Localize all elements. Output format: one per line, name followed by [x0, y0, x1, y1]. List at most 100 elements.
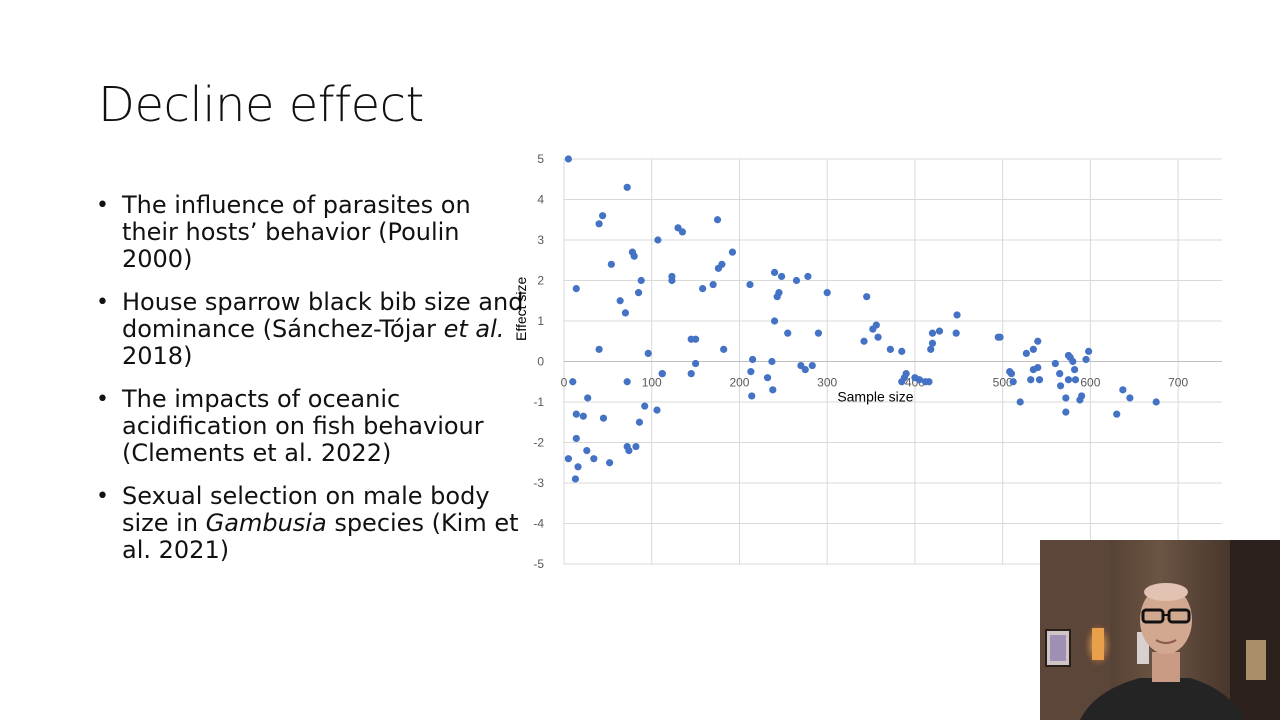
data-point: [886, 345, 894, 353]
data-point: [584, 394, 592, 402]
data-point: [623, 378, 631, 386]
data-point: [768, 357, 776, 366]
data-point: [644, 349, 652, 357]
x-axis-title: Sample size: [837, 389, 913, 405]
slide-title: Decline effect: [98, 77, 424, 133]
data-point: [668, 276, 676, 285]
data-point: [928, 339, 937, 347]
data-point: [935, 327, 944, 335]
y-tick-label: 0: [537, 355, 544, 369]
data-point: [569, 378, 577, 386]
data-point: [621, 309, 630, 317]
bullet-dot-icon: •: [96, 290, 109, 315]
data-point: [860, 337, 868, 345]
data-point: [625, 447, 633, 455]
data-point: [1069, 357, 1077, 366]
data-point: [572, 410, 580, 418]
bullet-item: • Sexual selection on male body size in G…: [96, 483, 526, 564]
y-tick-label: 1: [537, 314, 544, 328]
bullet-text: House sparrow black bib size and dominan…: [122, 288, 524, 343]
data-point: [784, 329, 792, 337]
data-point: [814, 329, 823, 337]
presenter-video-icon: [1040, 540, 1280, 720]
bullet-item: • House sparrow black bib size and domina…: [96, 289, 526, 370]
data-point: [658, 370, 666, 378]
data-point: [637, 276, 645, 285]
data-point: [823, 289, 831, 297]
data-point: [692, 359, 700, 368]
data-point: [749, 355, 757, 364]
data-point: [571, 475, 580, 483]
data-point: [583, 447, 591, 455]
x-tick-label: 100: [642, 376, 662, 390]
data-point: [632, 442, 640, 451]
bullet-dot-icon: •: [96, 484, 109, 509]
data-point: [1064, 376, 1073, 384]
data-point: [1113, 410, 1121, 418]
data-point: [714, 264, 723, 272]
data-point: [770, 317, 779, 325]
x-tick-label: 300: [817, 376, 837, 390]
data-point: [769, 386, 777, 394]
data-point: [747, 368, 755, 376]
data-point: [1085, 347, 1093, 355]
data-point: [1126, 394, 1134, 402]
x-axis-ticks: 0 100 200 300 400 500 600 700: [561, 376, 1189, 390]
data-point: [564, 455, 572, 463]
y-tick-label: -3: [533, 476, 544, 490]
bullet-text: The impacts of oceanic acidification on …: [122, 385, 484, 467]
data-point: [1022, 349, 1030, 357]
data-point: [777, 272, 786, 281]
y-tick-label: 2: [537, 274, 544, 288]
data-point: [641, 402, 649, 410]
data-point: [634, 289, 643, 297]
data-point: [572, 285, 580, 293]
data-point: [1062, 394, 1070, 402]
data-point: [1056, 382, 1065, 390]
data-point: [808, 361, 816, 370]
bullet-text: et al.: [443, 315, 505, 343]
data-point: [927, 345, 935, 353]
data-point: [792, 276, 801, 285]
data-point: [1007, 370, 1016, 378]
data-point: [1071, 376, 1080, 384]
data-point: [928, 329, 937, 337]
data-point: [599, 414, 608, 422]
data-point: [770, 268, 779, 276]
data-point: [898, 378, 906, 386]
data-point: [574, 463, 582, 471]
data-point: [763, 374, 772, 382]
data-point: [1035, 376, 1044, 384]
data-point: [1056, 370, 1064, 378]
data-point: [709, 280, 717, 289]
data-point: [654, 236, 662, 244]
data-point: [579, 412, 587, 420]
chart-grid: [563, 158, 1222, 565]
data-point: [687, 370, 695, 378]
data-point: [564, 155, 572, 163]
y-tick-label: -2: [533, 436, 544, 450]
x-tick-label: 600: [1080, 376, 1100, 390]
data-point: [678, 228, 687, 236]
y-tick-label: 3: [537, 233, 544, 247]
data-point: [1071, 366, 1079, 374]
data-point: [616, 297, 624, 305]
x-tick-label: 0: [561, 376, 568, 390]
data-point: [1034, 337, 1042, 345]
data-point: [1029, 366, 1037, 374]
data-point: [595, 345, 603, 353]
x-tick-label: 500: [993, 376, 1013, 390]
data-point: [1062, 408, 1070, 416]
y-tick-label: -4: [533, 517, 544, 531]
data-point: [606, 459, 614, 467]
data-point: [1016, 398, 1024, 406]
data-point: [773, 293, 781, 301]
data-point: [572, 434, 580, 443]
bullet-list: • The influence of parasites on their ho…: [96, 192, 526, 580]
bullet-item: • The influence of parasites on their ho…: [96, 192, 526, 273]
data-point: [590, 455, 598, 463]
data-point: [1119, 386, 1127, 394]
bullet-text: The influence of parasites on their host…: [122, 191, 471, 273]
bullet-dot-icon: •: [96, 193, 109, 218]
